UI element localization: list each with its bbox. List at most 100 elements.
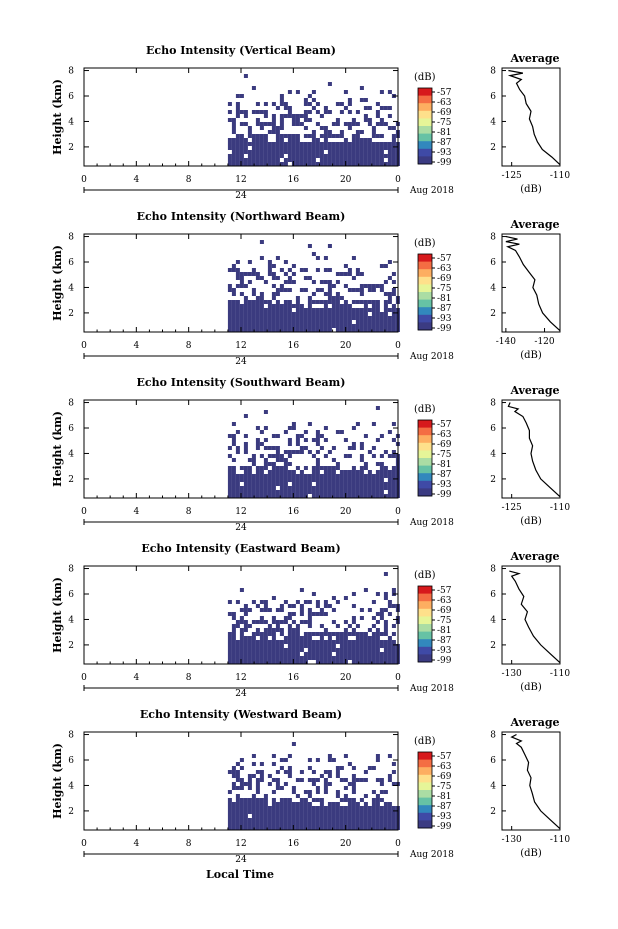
echo-cell	[303, 790, 308, 794]
colorbar-tick-label: -75	[437, 118, 452, 128]
x-tick-label: 4	[133, 507, 139, 517]
echo-cell	[283, 482, 288, 486]
echo-cell	[383, 572, 388, 576]
echo-cell	[311, 648, 316, 652]
echo-cell	[275, 276, 280, 280]
echo-cell	[367, 486, 372, 490]
echo-cell	[335, 640, 340, 644]
echo-cell	[247, 316, 252, 320]
echo-cell	[379, 822, 384, 826]
echo-cell	[227, 790, 232, 794]
echo-cell	[307, 328, 312, 332]
echo-cell	[327, 486, 332, 490]
echo-cell	[371, 810, 376, 814]
echo-cell	[371, 288, 376, 292]
echo-cell	[291, 660, 296, 664]
echo-cell	[243, 822, 248, 826]
echo-cell	[331, 134, 336, 138]
echo-cell	[279, 146, 284, 150]
echo-cell	[279, 478, 284, 482]
echo-cell	[243, 608, 248, 612]
echo-cell	[319, 652, 324, 656]
echo-cell	[339, 648, 344, 652]
profile-x-label: (dB)	[520, 682, 542, 693]
echo-cell	[231, 146, 236, 150]
echo-cell	[267, 774, 272, 778]
echo-cell	[243, 620, 248, 624]
echo-cell	[335, 142, 340, 146]
echo-cell	[379, 312, 384, 316]
echo-cell	[247, 494, 252, 498]
echo-cell	[319, 810, 324, 814]
echo-cell	[271, 478, 276, 482]
echo-cell	[347, 316, 352, 320]
x-tick-label: 4	[133, 341, 139, 351]
echo-cell	[367, 814, 372, 818]
echo-cell	[339, 150, 344, 154]
echo-cell	[263, 114, 268, 118]
echo-cell	[287, 324, 292, 328]
echo-cell	[363, 636, 368, 640]
echo-cell	[351, 798, 356, 802]
echo-cell	[355, 328, 360, 332]
echo-cell	[379, 612, 384, 616]
echo-cell	[307, 150, 312, 154]
echo-cell	[391, 490, 396, 494]
echo-cell	[363, 146, 368, 150]
echo-cell	[235, 806, 240, 810]
echo-cell	[331, 644, 336, 648]
echo-cell	[335, 280, 340, 284]
echo-cell	[359, 98, 364, 102]
echo-cell	[259, 110, 264, 114]
echo-cell	[315, 316, 320, 320]
echo-cell	[259, 138, 264, 142]
echo-cell	[371, 312, 376, 316]
echo-cell	[255, 490, 260, 494]
echo-cell	[303, 446, 308, 450]
echo-cell	[343, 474, 348, 478]
echo-cell	[287, 276, 292, 280]
echo-cell	[331, 596, 336, 600]
echo-cell	[271, 660, 276, 664]
echo-cell	[339, 494, 344, 498]
echo-cell	[327, 478, 332, 482]
echo-cell	[263, 122, 268, 126]
echo-cell	[235, 110, 240, 114]
echo-cell	[327, 154, 332, 158]
echo-cell	[235, 430, 240, 434]
echo-cell	[351, 158, 356, 162]
echo-cell	[363, 482, 368, 486]
echo-cell	[295, 474, 300, 478]
echo-cell	[319, 482, 324, 486]
echo-cell	[359, 162, 364, 166]
echo-cell	[267, 316, 272, 320]
echo-cell	[355, 110, 360, 114]
echo-cell	[231, 766, 236, 770]
echo-cell	[231, 632, 236, 636]
echo-cell	[243, 308, 248, 312]
echo-cell	[359, 288, 364, 292]
echo-cell	[267, 490, 272, 494]
echo-cell	[355, 494, 360, 498]
echo-cell	[295, 328, 300, 332]
echo-cell	[283, 288, 288, 292]
colorbar-tick-label: -81	[437, 792, 452, 802]
echo-cell	[307, 758, 312, 762]
echo-cell	[379, 778, 384, 782]
echo-cell	[295, 146, 300, 150]
echo-cell	[251, 774, 256, 778]
echo-cell	[371, 640, 376, 644]
echo-cell	[295, 154, 300, 158]
echo-cell	[387, 652, 392, 656]
echo-cell	[275, 134, 280, 138]
echo-cell	[323, 770, 328, 774]
echo-cell	[363, 640, 368, 644]
echo-cell	[383, 494, 388, 498]
echo-cell	[295, 296, 300, 300]
echo-cell	[391, 312, 396, 316]
echo-cell	[303, 154, 308, 158]
echo-cell	[387, 774, 392, 778]
echo-cell	[263, 604, 268, 608]
echo-cell	[259, 442, 264, 446]
echo-cell	[271, 628, 276, 632]
